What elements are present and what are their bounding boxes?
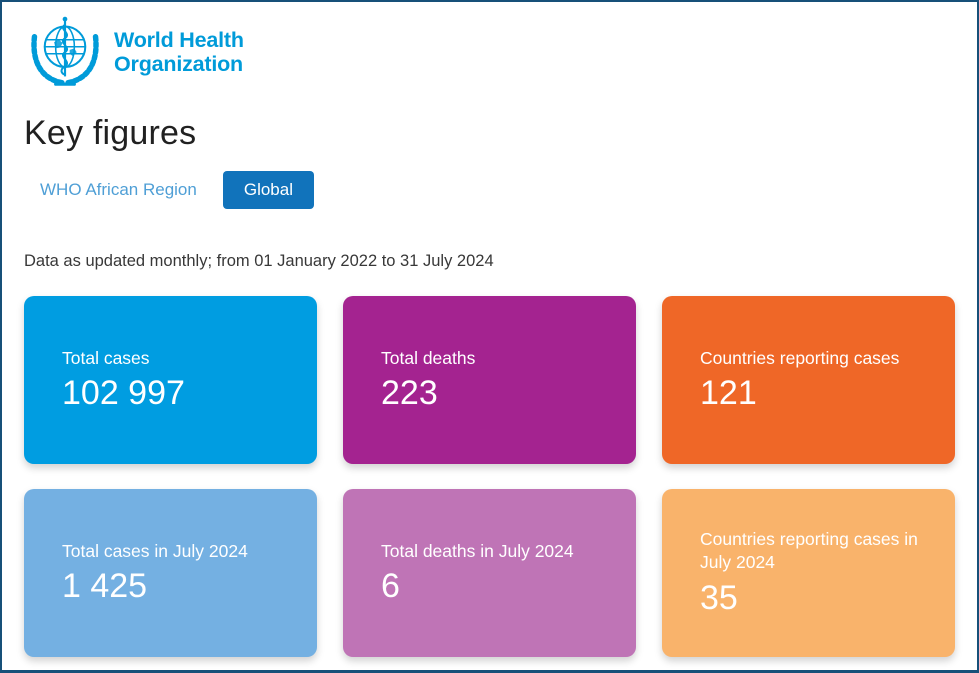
who-wordmark: World Health Organization: [114, 29, 244, 76]
card-countries-reporting-cases: Countries reporting cases 121: [662, 296, 955, 464]
who-logo[interactable]: World Health Organization: [24, 14, 955, 92]
page-title: Key figures: [24, 114, 197, 152]
main-content: World Health Organization Key figures WH…: [2, 2, 977, 657]
card-countries-reporting-cases-july-2024: Countries reporting cases in July 2024 3…: [662, 489, 955, 657]
region-tabs: WHO African Region Global: [40, 171, 955, 209]
card-value: 6: [381, 567, 400, 606]
who-emblem-icon: [31, 16, 99, 86]
tab-who-african-region[interactable]: WHO African Region: [40, 180, 197, 199]
who-wordmark-line1: World Health: [114, 28, 244, 53]
card-label: Countries reporting cases in July 2024: [700, 529, 918, 572]
key-figures-grid: Total cases 102 997 Total deaths 223 Cou…: [24, 296, 955, 657]
card-value: 223: [381, 374, 438, 413]
card-total-cases: Total cases 102 997: [24, 296, 317, 464]
card-total-deaths: Total deaths 223: [343, 296, 636, 464]
card-value: 1 425: [62, 567, 148, 606]
card-label: Total deaths in July 2024: [381, 540, 574, 561]
card-label: Total cases in July 2024: [62, 540, 248, 561]
card-value: 102 997: [62, 374, 185, 413]
card-label: Total cases: [62, 347, 150, 368]
card-total-cases-july-2024: Total cases in July 2024 1 425: [24, 489, 317, 657]
card-total-deaths-july-2024: Total deaths in July 2024 6: [343, 489, 636, 657]
card-value: 121: [700, 374, 757, 413]
card-label: Total deaths: [381, 347, 476, 368]
who-wordmark-line2: Organization: [114, 52, 243, 76]
card-label: Countries reporting cases: [700, 347, 900, 368]
card-value: 35: [700, 578, 738, 617]
data-period-subtitle: Data as updated monthly; from 01 January…: [24, 252, 494, 270]
tab-global[interactable]: Global: [222, 171, 314, 209]
